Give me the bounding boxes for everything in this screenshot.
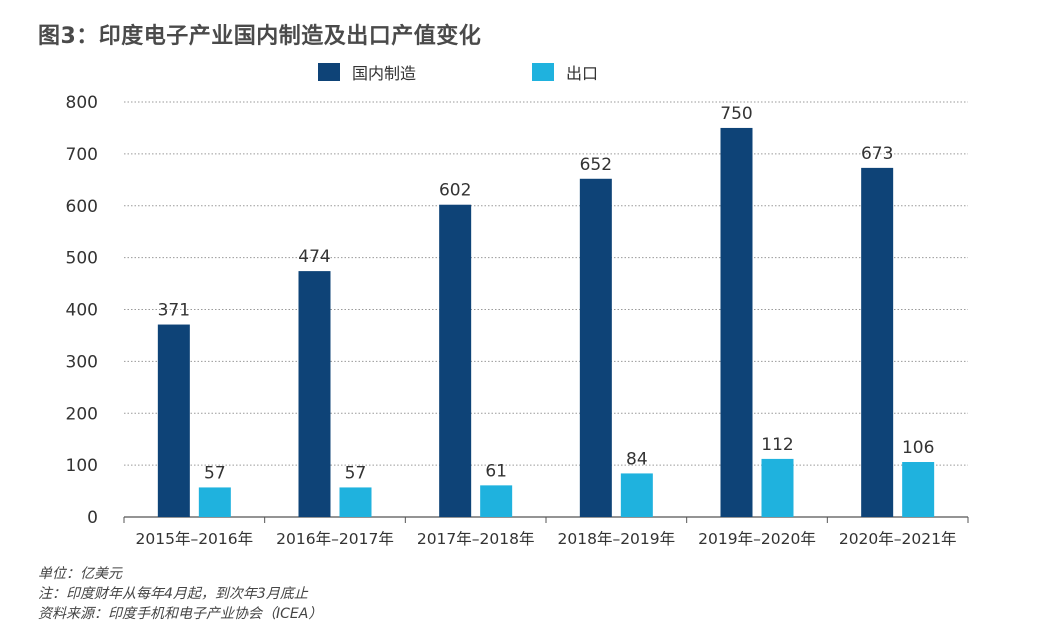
- x-tick-label: 2016年–2017年: [276, 530, 394, 548]
- data-label: 57: [204, 463, 226, 483]
- y-tick-label: 800: [66, 93, 98, 113]
- footnotes: 单位：亿美元 注：印度财年从每年4月起，到次年3月底止 资料来源：印度手机和电子…: [38, 564, 322, 624]
- legend-swatch-domestic: [318, 63, 340, 81]
- legend-item-export: 出口: [532, 60, 598, 84]
- data-label: 57: [345, 463, 367, 483]
- legend-label-domestic: 国内制造: [352, 64, 417, 83]
- y-tick-label: 700: [66, 145, 98, 165]
- bar-export: [620, 473, 653, 517]
- legend-item-domestic: 国内制造: [318, 60, 416, 84]
- data-label: 673: [861, 144, 893, 164]
- x-tick-label: 2015年–2016年: [136, 530, 254, 548]
- data-label: 61: [485, 461, 507, 481]
- x-tick-label: 2018年–2019年: [558, 530, 676, 548]
- bar-export: [339, 487, 372, 517]
- bar-domestic: [439, 204, 472, 517]
- bar-domestic: [720, 127, 753, 517]
- source-note: 资料来源：印度手机和电子产业协会（ICEA）: [38, 606, 323, 622]
- chart-title: 图3：印度电子产业国内制造及出口产值变化: [38, 24, 482, 49]
- bar-domestic: [157, 324, 190, 517]
- y-tick-label: 600: [66, 197, 98, 217]
- bar-domestic: [861, 167, 894, 517]
- y-tick-label: 0: [87, 508, 98, 528]
- unit-note: 单位：亿美元: [38, 566, 122, 582]
- y-tick-label: 200: [66, 404, 98, 424]
- bar-export: [902, 462, 935, 517]
- y-tick-label: 400: [66, 301, 98, 321]
- bar-export: [761, 458, 794, 517]
- data-label: 750: [720, 104, 752, 124]
- fiscal-year-note: 注：印度财年从每年4月起，到次年3月底止: [38, 586, 308, 602]
- data-label: 474: [298, 247, 330, 267]
- data-label: 652: [580, 155, 612, 175]
- data-label: 371: [158, 301, 190, 321]
- bar-export: [198, 487, 231, 517]
- x-tick-label: 2017年–2018年: [417, 530, 535, 548]
- x-tick-label: 2020年–2021年: [839, 530, 957, 548]
- data-label: 112: [761, 435, 793, 455]
- bar-domestic: [298, 271, 331, 517]
- x-tick-label: 2019年–2020年: [698, 530, 816, 548]
- legend-swatch-export: [532, 63, 554, 81]
- y-tick-label: 300: [66, 352, 98, 372]
- bar-domestic: [579, 178, 612, 517]
- data-label: 106: [902, 438, 934, 458]
- data-label: 84: [626, 449, 648, 469]
- legend: 国内制造 出口: [0, 60, 1062, 84]
- legend-label-export: 出口: [566, 64, 599, 83]
- bar-export: [480, 485, 513, 517]
- y-tick-label: 500: [66, 249, 98, 269]
- bar-chart: 0 100 200 300 400 500 600 700 800 371 57 2015年–2016…: [66, 93, 969, 548]
- data-label: 602: [439, 181, 471, 201]
- y-tick-label: 100: [66, 456, 98, 476]
